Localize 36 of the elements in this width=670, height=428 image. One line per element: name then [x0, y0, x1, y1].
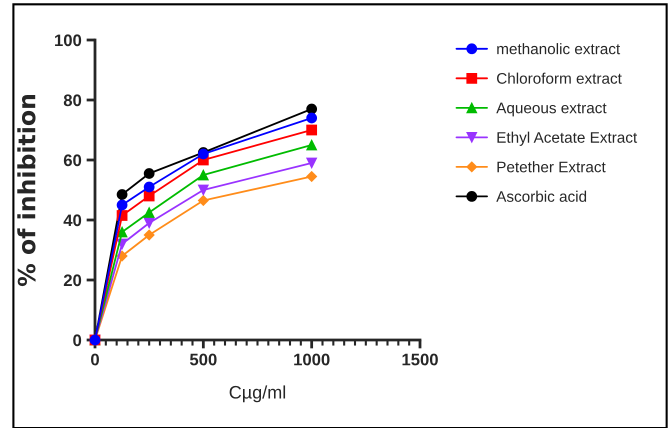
- point: [306, 158, 318, 168]
- point: [116, 200, 128, 210]
- point: [198, 170, 209, 180]
- point: [144, 182, 155, 192]
- point: [116, 226, 128, 238]
- y-axis-title: % of inhibition: [17, 94, 36, 286]
- point: [144, 190, 155, 202]
- point: [198, 184, 209, 196]
- legend-label: Ascorbic acid: [496, 190, 586, 202]
- point: [306, 112, 318, 124]
- legend-label: Ethyl Acetate Extract: [497, 132, 638, 146]
- point: [306, 124, 318, 136]
- point: [306, 104, 318, 114]
- x-tick-label: 1500: [402, 354, 438, 366]
- y-tick-label: 60: [64, 154, 82, 166]
- y-tick-label: 100: [55, 34, 82, 46]
- point: [116, 189, 128, 200]
- legend-label: Chloroform extract: [497, 72, 622, 84]
- point: [306, 171, 318, 182]
- point: [144, 218, 155, 228]
- y-tick-label: 40: [64, 214, 82, 226]
- x-tick-label: 0: [91, 354, 99, 366]
- point: [144, 168, 155, 179]
- y-tick-label: 80: [64, 94, 82, 106]
- point: [144, 230, 155, 240]
- x-tick-label: 500: [190, 354, 217, 366]
- x-tick-label: 1000: [294, 354, 330, 366]
- point: [306, 140, 318, 150]
- legend-label: Aqueous extract: [496, 102, 607, 116]
- legend-label: methanolic extract: [497, 43, 620, 54]
- y-tick-label: 20: [64, 274, 82, 286]
- y-tick-label: 0: [73, 334, 82, 346]
- point: [198, 195, 209, 206]
- x-axis-title: Cµg/ml: [230, 385, 286, 402]
- point: [144, 207, 155, 218]
- legend-label: Petether Extract: [497, 161, 606, 172]
